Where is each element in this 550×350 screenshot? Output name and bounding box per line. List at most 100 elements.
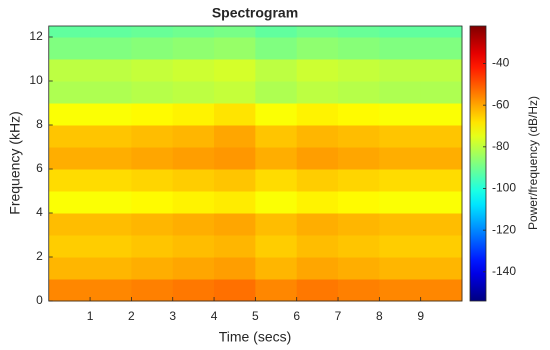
heat-cell (172, 213, 215, 236)
heat-cell (296, 125, 339, 148)
heat-cell (214, 257, 256, 280)
heat-cell (48, 103, 91, 126)
heat-cell (131, 147, 174, 170)
heat-cell (172, 59, 215, 82)
heat-cell (48, 257, 91, 280)
heat-cell (338, 103, 380, 126)
heat-cell (131, 81, 174, 104)
heat-cell (214, 26, 256, 38)
heat-cell (90, 169, 132, 192)
heat-cell (90, 26, 132, 38)
heat-cell (255, 169, 298, 192)
heat-cell (338, 257, 380, 280)
heat-cell (90, 235, 132, 258)
heat-cell (48, 213, 91, 236)
heat-cell (172, 37, 215, 60)
heat-cell (90, 103, 132, 126)
heat-cell (255, 81, 298, 104)
heat-cell (214, 103, 256, 126)
heat-cell (172, 26, 215, 38)
heat-cell (48, 26, 91, 38)
heat-cell (338, 213, 380, 236)
heat-cell (296, 59, 339, 82)
heat-cell (296, 235, 339, 258)
heat-cell (255, 26, 298, 38)
heat-cell (379, 125, 422, 148)
heat-cell (420, 59, 463, 82)
heat-cell (420, 81, 463, 104)
heat-cell (338, 59, 380, 82)
heat-cell (379, 103, 422, 126)
heat-cell (420, 26, 463, 38)
y-axis-label: Frequency (kHz) (7, 111, 23, 214)
x-tick-label: 7 (335, 309, 342, 323)
heat-cell (296, 81, 339, 104)
heat-cell (255, 213, 298, 236)
heat-cell (172, 279, 215, 302)
heat-cell (379, 147, 422, 170)
x-tick-label: 4 (211, 309, 218, 323)
heat-cell (420, 191, 463, 214)
heat-cell (379, 191, 422, 214)
colorbar-tick-label: -80 (492, 139, 510, 153)
heat-cell (48, 191, 91, 214)
heat-cell (214, 59, 256, 82)
heat-cell (379, 235, 422, 258)
heat-cell (338, 235, 380, 258)
colorbar-tick-label: -40 (492, 56, 510, 70)
heat-cell (296, 103, 339, 126)
heat-cell (172, 125, 215, 148)
heat-cell (131, 235, 174, 258)
heat-cell (296, 147, 339, 170)
heat-cell (255, 125, 298, 148)
heat-cell (131, 59, 174, 82)
heat-cell (296, 213, 339, 236)
heat-cell (379, 213, 422, 236)
heat-cell (379, 169, 422, 192)
x-tick-label: 2 (128, 309, 135, 323)
heat-cell (172, 235, 215, 258)
heat-cell (131, 103, 174, 126)
heat-cell (214, 169, 256, 192)
heat-cell (214, 191, 256, 214)
colorbar-label: Power/frequency (dB/Hz) (526, 96, 540, 230)
heat-cell (131, 191, 174, 214)
heat-cell (420, 213, 463, 236)
heat-cell (420, 147, 463, 170)
heat-cell (214, 147, 256, 170)
heat-cell (131, 26, 174, 38)
heat-cell (338, 279, 380, 302)
heat-cell (172, 81, 215, 104)
heat-cell (48, 37, 91, 60)
heat-cell (48, 169, 91, 192)
heat-cell (131, 125, 174, 148)
heat-cell (255, 257, 298, 280)
heat-cell (90, 257, 132, 280)
heat-cell (338, 169, 380, 192)
x-tick-label: 1 (87, 309, 94, 323)
x-axis-label: Time (secs) (219, 329, 292, 345)
heat-cell (90, 81, 132, 104)
heat-cell (90, 59, 132, 82)
heat-cell (420, 103, 463, 126)
heat-cell (48, 125, 91, 148)
x-tick-label: 3 (169, 309, 176, 323)
heat-cell (338, 81, 380, 104)
heat-cell (296, 279, 339, 302)
heat-cell (90, 213, 132, 236)
heat-cell (48, 81, 91, 104)
heat-cell (172, 257, 215, 280)
y-tick-label: 2 (36, 249, 43, 263)
heat-cell (379, 37, 422, 60)
heat-cell (255, 279, 298, 302)
y-tick-label: 10 (29, 73, 43, 87)
heat-cell (214, 81, 256, 104)
y-tick-label: 6 (36, 161, 43, 175)
heat-cell (255, 147, 298, 170)
chart-title: Spectrogram (212, 5, 298, 21)
x-tick-label: 6 (293, 309, 300, 323)
heat-cell (255, 235, 298, 258)
heat-cell (379, 279, 422, 302)
heat-cell (172, 147, 215, 170)
